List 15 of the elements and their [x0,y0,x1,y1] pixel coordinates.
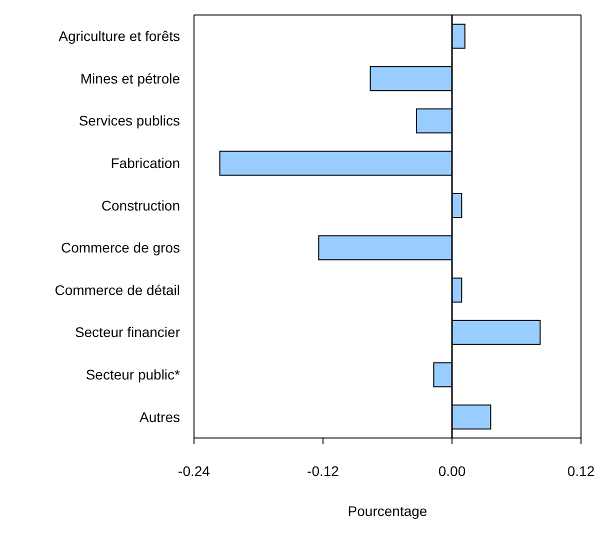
y-tick-label: Construction [101,197,180,214]
x-tick-label: 0.12 [567,462,595,479]
y-tick-label: Fabrication [110,155,180,172]
y-tick-label: Services publics [78,112,180,129]
y-tick-label: Secteur public* [86,366,181,383]
y-tick-label: Secteur financier [74,324,180,340]
y-tick-label: Autres [140,408,180,425]
x-tick-label: -0.24 [178,462,210,479]
y-tick-label: Mines et pétrole [80,70,180,86]
y-tick-label: Commerce de détail [54,282,180,298]
x-tick-label: -0.12 [307,462,340,479]
y-tick-label: Commerce de gros [60,240,180,256]
y-tick-label: Agriculture et forêts [58,28,180,44]
x-tick-label: 0.00 [438,462,466,479]
x-axis-title: Pourcentage [348,503,428,519]
